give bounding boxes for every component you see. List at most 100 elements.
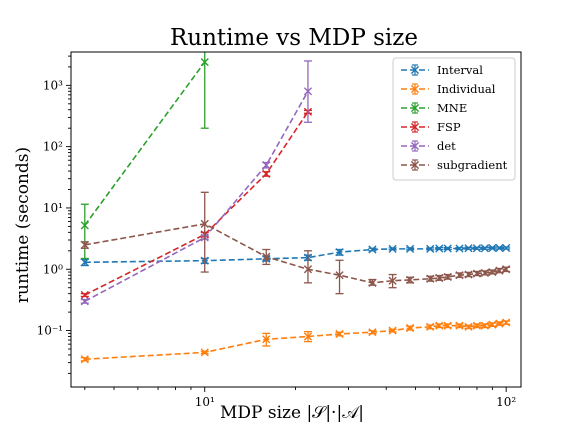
data-point-individual-1	[200, 348, 209, 357]
legend-item-subgradient: subgradient	[401, 158, 508, 172]
data-point-individual-3	[303, 332, 313, 341]
legend-item-fsp: FSP	[401, 120, 461, 134]
series-line-fsp	[84, 111, 309, 296]
data-point-interval-10	[443, 244, 452, 253]
y-axis-label: runtime (seconds)	[13, 147, 33, 303]
data-point-individual-4	[335, 329, 344, 339]
data-point-subgradient-12	[464, 270, 473, 279]
x-axis-label: MDP size |𝒮|·|𝒜|	[220, 403, 364, 423]
data-point-mne-0	[80, 221, 89, 230]
legend-marker-det	[410, 141, 420, 151]
data-point-individual-5	[368, 328, 377, 337]
data-point-individual-0	[80, 355, 89, 364]
legend-item-mne: MNE	[401, 101, 467, 115]
data-point-individual-6	[388, 326, 397, 335]
data-point-subgradient-13	[472, 269, 482, 278]
legend: Interval Individual MNE FSP det subgradient	[392, 57, 516, 181]
legend-label-det: det	[437, 139, 456, 153]
legend-marker-mne	[410, 103, 420, 113]
data-point-interval-4	[335, 248, 344, 257]
data-point-subgradient-11	[455, 271, 464, 280]
data-point-interval-13	[472, 244, 482, 253]
series-line-det	[84, 90, 309, 303]
data-point-interval-12	[464, 244, 473, 253]
data-point-individual-7	[405, 323, 415, 333]
data-point-subgradient-1	[200, 219, 209, 228]
data-point-individual-16	[495, 319, 504, 328]
data-point-interval-11	[455, 244, 464, 253]
error-bar-mne-0	[80, 203, 89, 260]
data-point-subgradient-8	[426, 274, 435, 283]
chart-title: Runtime vs MDP size	[170, 25, 418, 51]
series-line-subgradient	[84, 223, 507, 284]
data-point-individual-2	[262, 335, 271, 344]
data-point-subgradient-9	[435, 273, 444, 283]
legend-marker-interval	[410, 65, 420, 75]
series-interval	[80, 243, 511, 267]
series-mne	[80, 52, 209, 260]
series-line-mne	[84, 61, 206, 226]
data-point-interval-6	[388, 244, 397, 253]
legend-item-interval: Interval	[401, 63, 483, 77]
data-point-mne-1	[200, 57, 209, 67]
y-tick-label: 10¹	[43, 201, 63, 215]
data-point-subgradient-3	[303, 265, 313, 274]
series-det	[80, 60, 313, 306]
data-point-subgradient-2	[262, 252, 271, 261]
series-fsp	[80, 107, 313, 300]
data-point-subgradient-17	[502, 265, 511, 274]
data-point-fsp-2	[262, 169, 271, 178]
series-line-interval	[84, 247, 507, 264]
data-point-subgradient-7	[405, 275, 415, 285]
data-point-individual-13	[472, 321, 482, 330]
legend-label-interval: Interval	[437, 63, 483, 77]
series-subgradient	[80, 191, 511, 295]
error-bar-subgradient-1	[200, 191, 209, 273]
data-point-individual-15	[488, 320, 497, 329]
data-point-interval-0	[80, 258, 89, 267]
plot-area	[80, 52, 511, 364]
error-bar-subgradient-3	[303, 250, 312, 284]
y-tick-label: 10⁻¹	[37, 324, 63, 338]
data-point-det-0	[80, 297, 89, 306]
y-tick-label: 10⁰	[43, 262, 63, 276]
data-point-interval-7	[405, 244, 415, 253]
data-point-det-3	[303, 87, 313, 96]
legend-item-individual: Individual	[401, 82, 496, 96]
legend-label-fsp: FSP	[437, 120, 461, 134]
data-point-subgradient-10	[443, 272, 452, 282]
data-point-individual-8	[426, 322, 435, 331]
data-point-det-2	[262, 161, 271, 170]
series-individual	[80, 318, 511, 364]
axes: 10¹ 10² 10⁻¹ 10⁰ 10¹ 10² 10³	[37, 55, 516, 409]
x-tick-label: 10¹	[195, 395, 215, 409]
data-point-subgradient-5	[368, 278, 377, 287]
legend-marker-subgradient	[410, 160, 420, 170]
data-point-individual-12	[464, 322, 473, 331]
data-point-subgradient-16	[495, 266, 504, 275]
data-point-subgradient-14	[480, 268, 489, 278]
data-point-interval-14	[480, 244, 489, 253]
legend-marker-individual	[410, 84, 420, 94]
data-point-interval-5	[368, 245, 377, 254]
data-point-fsp-0	[80, 290, 89, 300]
legend-label-subgradient: subgradient	[437, 158, 508, 172]
y-tick-label: 10²	[43, 140, 63, 154]
legend-item-det: det	[401, 139, 456, 153]
data-point-interval-9	[435, 244, 444, 253]
data-point-interval-17	[502, 243, 511, 253]
data-point-individual-9	[435, 321, 444, 330]
data-point-subgradient-0	[80, 240, 89, 249]
plot-frame	[70, 51, 522, 388]
y-tick-label: 10³	[43, 78, 63, 92]
error-bar-mne-1	[200, 52, 209, 129]
legend-label-individual: Individual	[437, 82, 496, 96]
x-tick-label: 10²	[496, 395, 516, 409]
data-point-individual-14	[480, 321, 489, 330]
error-bar-subgradient-4	[335, 259, 344, 295]
legend-label-mne: MNE	[437, 101, 467, 115]
legend-marker-fsp	[410, 122, 420, 132]
data-point-subgradient-4	[335, 271, 344, 280]
data-point-interval-15	[488, 243, 497, 253]
